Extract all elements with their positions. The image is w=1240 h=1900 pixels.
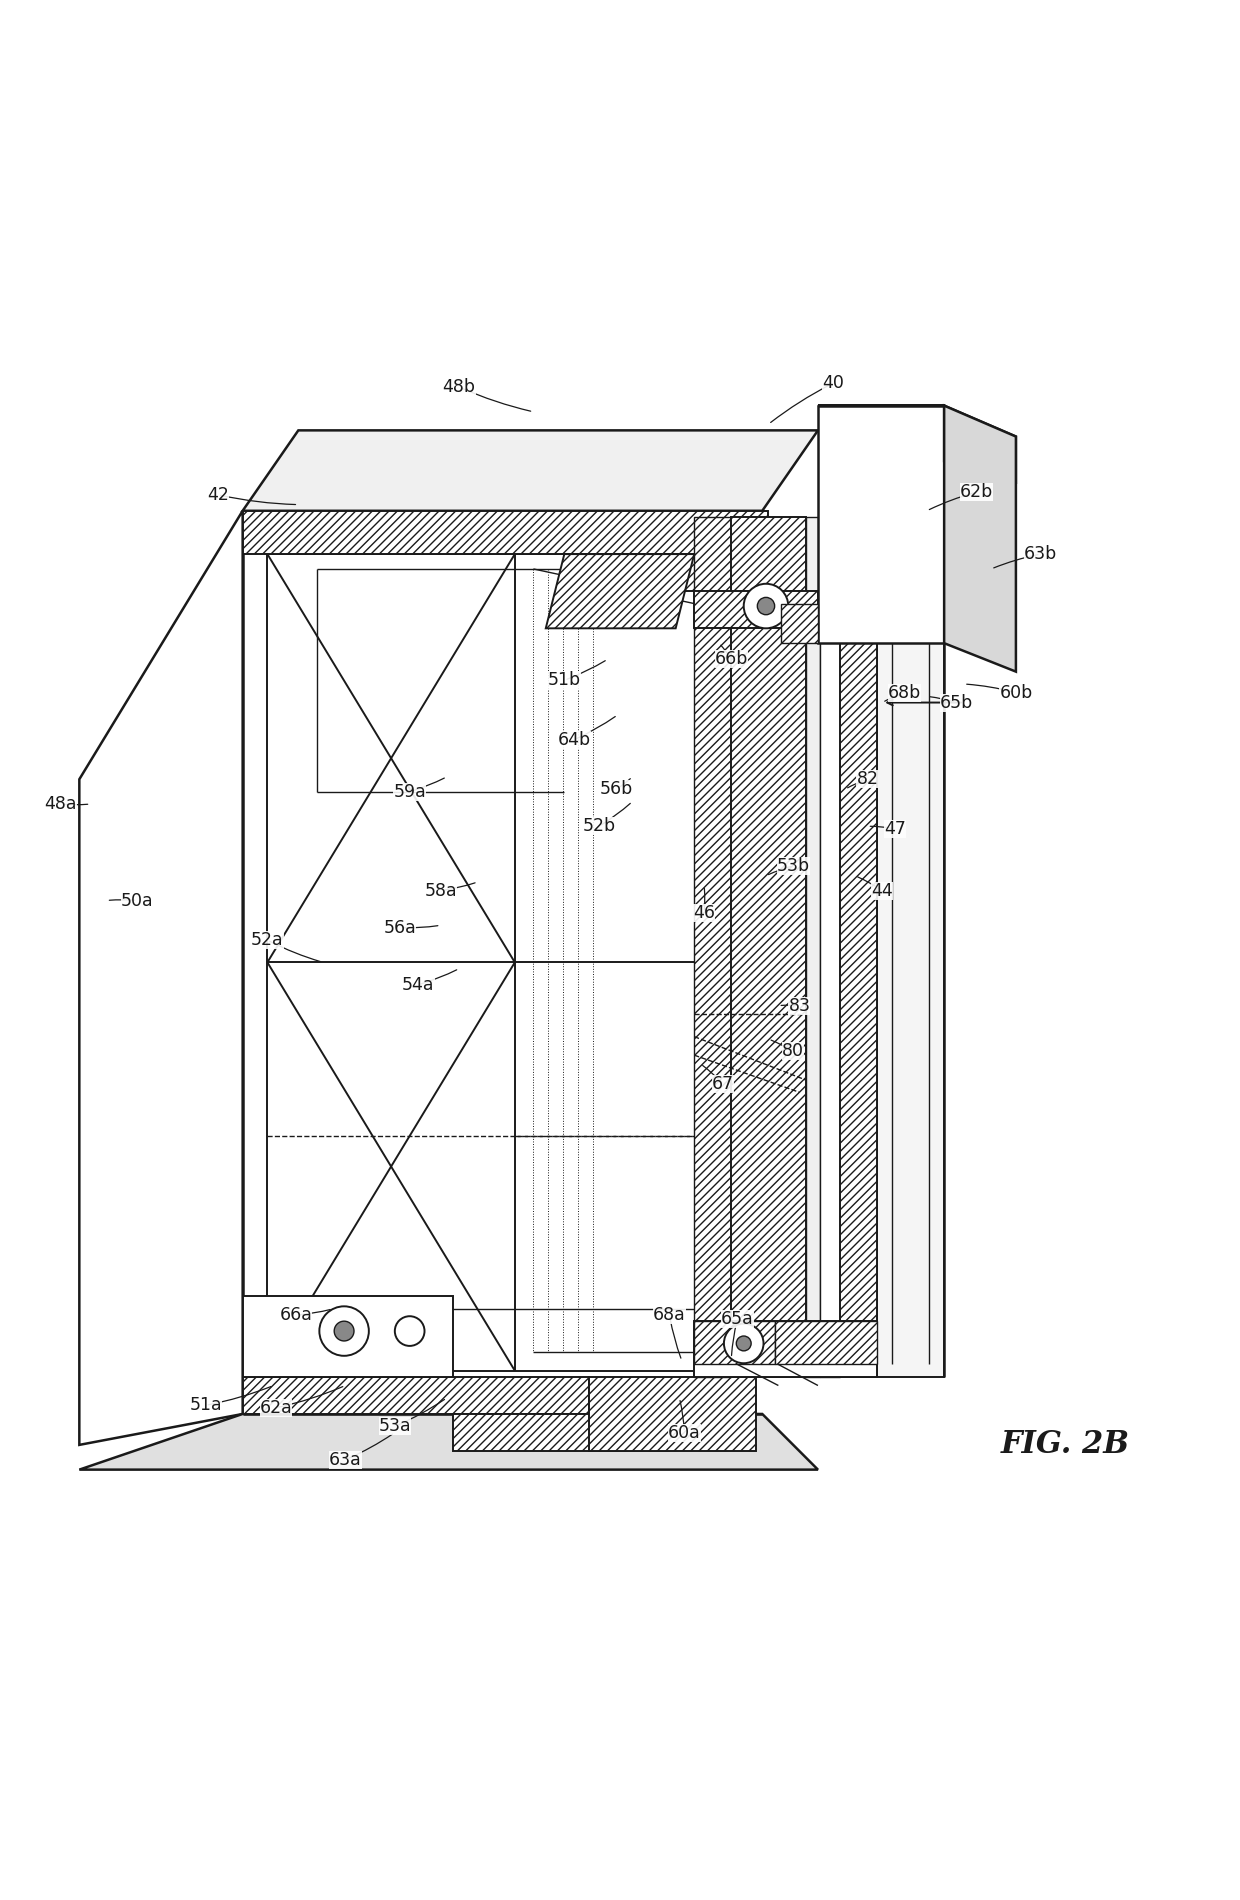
Text: 60b: 60b bbox=[999, 684, 1033, 701]
Circle shape bbox=[394, 1317, 424, 1345]
Polygon shape bbox=[841, 517, 878, 1378]
Text: 68b: 68b bbox=[888, 684, 921, 701]
Text: 68a: 68a bbox=[653, 1305, 686, 1324]
Text: 67: 67 bbox=[712, 1075, 734, 1092]
Text: 44: 44 bbox=[872, 882, 893, 899]
Polygon shape bbox=[878, 517, 944, 1378]
Circle shape bbox=[724, 1324, 764, 1362]
Text: 48b: 48b bbox=[443, 378, 476, 395]
Text: 62b: 62b bbox=[960, 483, 993, 502]
Text: 60a: 60a bbox=[668, 1423, 701, 1442]
Text: 66a: 66a bbox=[279, 1305, 312, 1324]
Text: 51b: 51b bbox=[548, 671, 580, 690]
Polygon shape bbox=[694, 1320, 878, 1378]
Text: 63a: 63a bbox=[329, 1452, 362, 1469]
Polygon shape bbox=[806, 517, 821, 1378]
Text: 47: 47 bbox=[884, 819, 905, 838]
Text: 48a: 48a bbox=[45, 794, 77, 813]
Text: 52a: 52a bbox=[250, 931, 284, 950]
Text: 42: 42 bbox=[207, 486, 229, 504]
Circle shape bbox=[335, 1320, 353, 1341]
Text: 46: 46 bbox=[693, 904, 715, 922]
Text: 40: 40 bbox=[822, 374, 843, 393]
Polygon shape bbox=[818, 405, 1016, 483]
Text: 83: 83 bbox=[789, 998, 811, 1015]
Polygon shape bbox=[944, 405, 1016, 671]
Text: 53a: 53a bbox=[378, 1417, 412, 1434]
Polygon shape bbox=[546, 555, 694, 629]
Polygon shape bbox=[694, 517, 732, 1378]
Text: 65b: 65b bbox=[940, 694, 973, 712]
Circle shape bbox=[744, 583, 789, 629]
Text: 54a: 54a bbox=[402, 975, 434, 994]
Polygon shape bbox=[781, 604, 818, 644]
Polygon shape bbox=[243, 1378, 589, 1414]
Polygon shape bbox=[694, 1320, 775, 1364]
Text: 51a: 51a bbox=[190, 1396, 222, 1414]
Text: 53b: 53b bbox=[776, 857, 810, 874]
Polygon shape bbox=[79, 511, 243, 1444]
Polygon shape bbox=[243, 511, 769, 555]
Polygon shape bbox=[243, 1296, 453, 1378]
Text: 82: 82 bbox=[857, 770, 878, 788]
Polygon shape bbox=[79, 1414, 818, 1469]
Polygon shape bbox=[453, 1414, 670, 1452]
Polygon shape bbox=[589, 1378, 756, 1452]
Text: 56b: 56b bbox=[600, 781, 632, 798]
Text: FIG. 2B: FIG. 2B bbox=[1001, 1429, 1130, 1461]
Polygon shape bbox=[818, 405, 944, 644]
Polygon shape bbox=[775, 1320, 878, 1364]
Text: 58a: 58a bbox=[424, 882, 456, 899]
Polygon shape bbox=[732, 517, 806, 1378]
Polygon shape bbox=[676, 555, 818, 591]
Polygon shape bbox=[694, 591, 818, 629]
Text: 50a: 50a bbox=[122, 891, 154, 910]
Text: 65a: 65a bbox=[722, 1309, 754, 1328]
Circle shape bbox=[737, 1336, 751, 1351]
Circle shape bbox=[758, 597, 775, 616]
Text: 66b: 66b bbox=[714, 650, 748, 669]
Text: 59a: 59a bbox=[393, 783, 427, 800]
Text: 56a: 56a bbox=[383, 920, 417, 937]
Polygon shape bbox=[821, 517, 841, 1378]
Circle shape bbox=[320, 1307, 368, 1357]
Text: 80: 80 bbox=[782, 1043, 805, 1060]
Polygon shape bbox=[243, 431, 818, 511]
Text: 64b: 64b bbox=[558, 732, 590, 749]
Text: 62a: 62a bbox=[259, 1398, 293, 1417]
Text: 63b: 63b bbox=[1024, 545, 1058, 562]
Text: 52b: 52b bbox=[583, 817, 615, 836]
